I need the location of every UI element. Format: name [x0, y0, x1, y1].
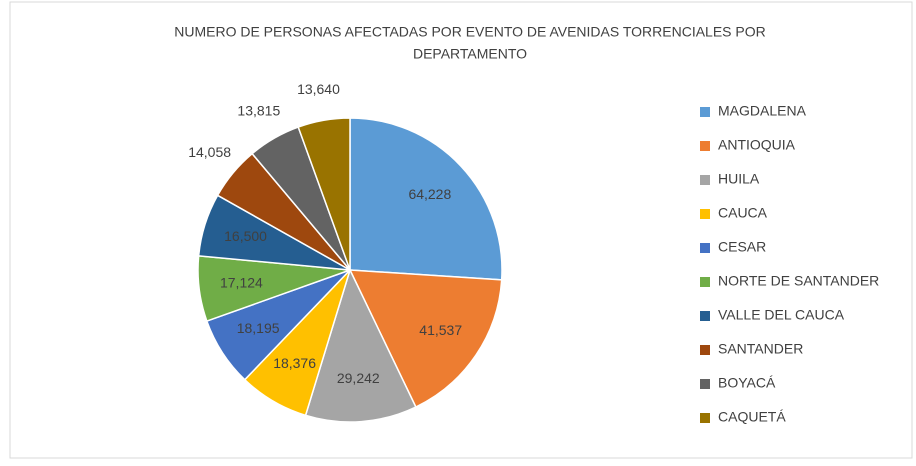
- data-label: 29,242: [337, 370, 380, 386]
- legend-swatch: [700, 277, 710, 287]
- legend-label: SANTANDER: [718, 341, 803, 357]
- legend-label: CAQUETÁ: [718, 409, 786, 425]
- data-label: 64,228: [408, 186, 451, 202]
- legend-swatch: [700, 311, 710, 321]
- pie-slice: [297, 117, 351, 271]
- legend-label: ANTIOQUIA: [718, 137, 796, 153]
- legend-label: VALLE DEL CAUCA: [718, 307, 845, 323]
- legend-swatch: [700, 107, 710, 117]
- data-label: 16,500: [224, 228, 267, 244]
- legend-label: BOYACÁ: [718, 375, 776, 391]
- legend-label: CAUCA: [718, 205, 768, 221]
- pie-slice: [304, 267, 417, 423]
- data-label: 13,640: [297, 81, 340, 97]
- legend-swatch: [700, 209, 710, 219]
- legend-label: HUILA: [718, 171, 760, 187]
- legend-swatch: [700, 345, 710, 355]
- legend-swatch: [700, 141, 710, 151]
- legend-swatch: [700, 413, 710, 423]
- legend-label: NORTE DE SANTANDER: [718, 273, 879, 289]
- chart-subtitle: DEPARTAMENTO: [413, 46, 527, 62]
- pie-slice: [349, 117, 503, 281]
- data-label: 41,537: [419, 322, 462, 338]
- legend-label: CESAR: [718, 239, 766, 255]
- data-label: 18,195: [237, 320, 280, 336]
- data-label: 13,815: [237, 103, 280, 119]
- legend-label: MAGDALENA: [718, 103, 807, 119]
- legend-swatch: [700, 175, 710, 185]
- chart-title: NUMERO DE PERSONAS AFECTADAS POR EVENTO …: [174, 24, 766, 40]
- pie-slice: [348, 269, 503, 408]
- data-label: 17,124: [220, 274, 263, 290]
- chart-border: [9, 1, 913, 459]
- data-label: 18,376: [273, 355, 316, 371]
- data-label: 14,058: [188, 144, 231, 160]
- legend-swatch: [700, 379, 710, 389]
- legend-swatch: [700, 243, 710, 253]
